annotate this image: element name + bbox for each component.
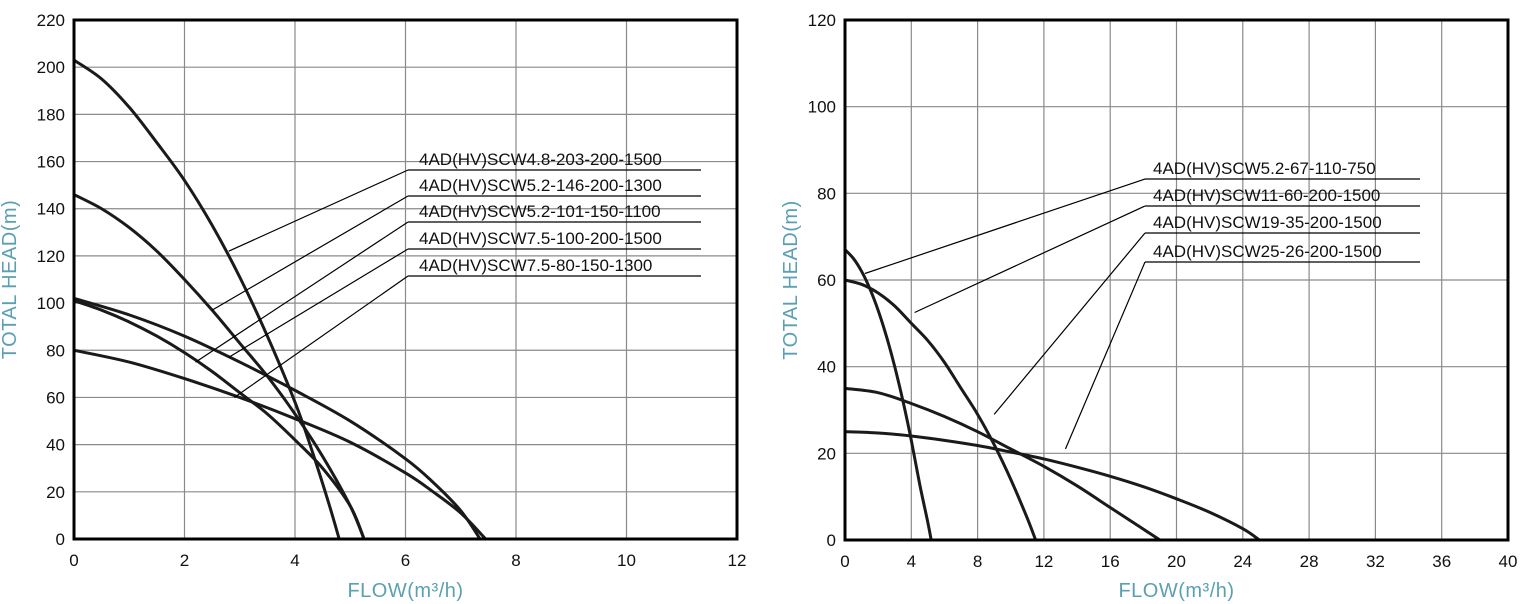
series-curve: [843, 248, 933, 542]
y-axis-label: TOTAL HEAD(m): [0, 200, 21, 359]
y-tick-label: 120: [37, 247, 65, 266]
x-tick-label: 28: [1300, 552, 1319, 571]
series-curve: [72, 299, 366, 541]
x-tick-label: 8: [511, 551, 520, 570]
y-tick-label: 120: [808, 11, 836, 30]
y-axis-label: TOTAL HEAD(m): [780, 200, 802, 359]
legend-label: 4AD(HV)SCW7.5-100-200-1500: [419, 229, 662, 248]
y-tick-label: 160: [37, 153, 65, 172]
x-tick-label: 8: [973, 552, 982, 571]
x-tick-label: 24: [1233, 552, 1252, 571]
x-tick-label: 4: [290, 551, 299, 570]
legend-leader-line: [914, 205, 1146, 314]
legend-leader-line: [993, 232, 1146, 415]
legend-leader-line: [228, 248, 409, 358]
x-tick-label: 2: [180, 551, 189, 570]
legend-label: 4AD(HV)SCW5.2-67-110-750: [1153, 159, 1376, 178]
x-tick-label: 16: [1101, 552, 1120, 571]
legend-leader-line: [864, 178, 1146, 275]
x-tick-label: 40: [1499, 552, 1518, 571]
y-tick-label: 220: [37, 11, 65, 30]
y-tick-label: 20: [817, 444, 836, 463]
x-tick-label: 12: [1034, 552, 1053, 571]
y-tick-label: 200: [37, 58, 65, 77]
y-tick-label: 100: [37, 294, 65, 313]
chart-left: 0 2 4 6 8 10 12020406080100120140160180200220F…: [0, 11, 746, 602]
y-tick-label: 0: [56, 530, 65, 549]
series-curve: [72, 296, 482, 541]
series-curve: [72, 348, 488, 541]
x-tick-label: 36: [1432, 552, 1451, 571]
y-tick-label: 140: [37, 200, 65, 219]
series-curve: [843, 386, 1162, 542]
y-tick-label: 20: [46, 483, 65, 502]
x-tick-label: 6: [401, 551, 410, 570]
x-tick-label: 12: [728, 551, 747, 570]
y-tick-label: 80: [817, 184, 836, 203]
y-tick-label: 80: [46, 341, 65, 360]
y-tick-label: 40: [46, 436, 65, 455]
y-tick-label: 40: [817, 358, 836, 377]
legend-leader-line: [195, 221, 409, 363]
legend-label: 4AD(HV)SCW5.2-101-150-1100: [419, 202, 661, 221]
legend-label: 4AD(HV)SCW4.8-203-200-1500: [419, 150, 662, 169]
y-tick-label: 100: [808, 98, 836, 117]
y-tick-label: 60: [817, 271, 836, 290]
x-tick-label: 20: [1167, 552, 1186, 571]
x-axis-label: FLOW(m³/h): [347, 580, 463, 602]
x-tick-label: 10: [617, 551, 636, 570]
plot-frame: [843, 18, 1510, 542]
legend-label: 4AD(HV)SCW11-60-200-1500: [1153, 186, 1380, 205]
legend-label: 4AD(HV)SCW19-35-200-1500: [1153, 213, 1382, 232]
legend-leader-line: [211, 195, 409, 311]
legend-leader-line: [228, 169, 409, 252]
series-curve: [843, 430, 1261, 542]
series-curve: [72, 58, 341, 541]
chart-right: 0 4 8 12 16 20 24 28 32 36 40 0 20 40 60 80 100 120 FLOW(m…: [780, 11, 1517, 602]
series-curve: [72, 193, 366, 541]
x-tick-label: 32: [1366, 552, 1385, 571]
legend-label: 4AD(HV)SCW7.5-80-150-1300: [419, 256, 652, 275]
x-tick-label: 4: [907, 552, 916, 571]
y-tick-label: 0: [827, 531, 836, 550]
x-tick-label: 0: [840, 552, 849, 571]
x-tick-label: 0: [69, 551, 78, 570]
y-tick-label: 60: [46, 388, 65, 407]
legend-leader-line: [1064, 261, 1146, 450]
legend-label: 4AD(HV)SCW25-26-200-1500: [1153, 242, 1382, 261]
x-axis-label: FLOW(m³/h): [1118, 580, 1234, 602]
plot-frame: [72, 18, 739, 541]
y-tick-label: 180: [37, 105, 65, 124]
legend-leader-line: [233, 275, 409, 398]
legend-label: 4AD(HV)SCW5.2-146-200-1300: [419, 176, 662, 195]
series-curve: [843, 278, 1038, 542]
